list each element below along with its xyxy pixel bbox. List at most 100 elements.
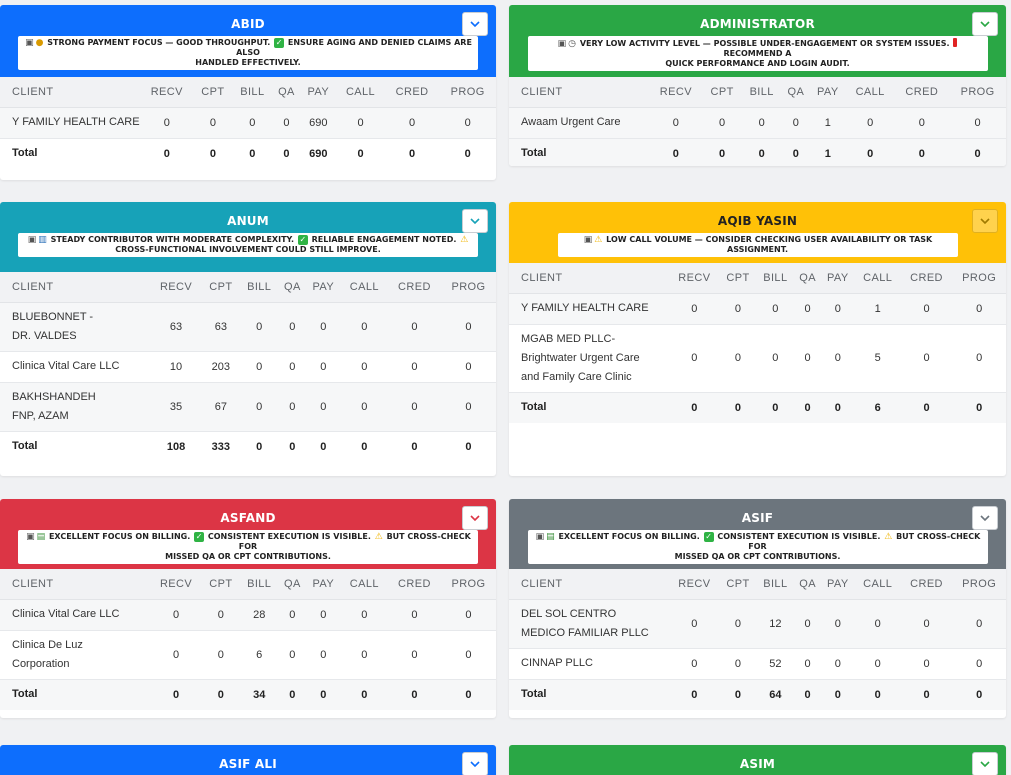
col-pay: PAY — [820, 569, 855, 600]
col-client: CLIENT — [509, 263, 669, 294]
check-icon: ✓ — [703, 532, 714, 542]
cell: 0 — [669, 648, 720, 680]
cell: 0 — [952, 599, 1006, 649]
warning-icon: ⚠ — [884, 532, 893, 542]
col-qa: QA — [794, 263, 821, 294]
col-call: CALL — [336, 77, 385, 108]
card-title: ASIM — [739, 757, 776, 771]
client-name: BAKHSHANDEH FNP, AZAM — [0, 382, 150, 432]
col-pay: PAY — [809, 77, 846, 108]
cell: 0 — [669, 324, 720, 393]
table-row: BLUEBONNET - DR. VALDES 63 63 0 0 0 0 0 … — [0, 302, 496, 352]
collapse-toggle-button[interactable] — [462, 752, 488, 775]
col-cred: CRED — [387, 569, 441, 600]
client-name: BLUEBONNET - DR. VALDES — [0, 302, 150, 352]
cell: 0 — [465, 440, 472, 453]
cell: 64 — [756, 679, 795, 710]
table-row: Clinica Vital Care LLC 0 0 28 0 0 0 0 0 — [0, 599, 496, 631]
cell: 0 — [278, 302, 306, 352]
cell: 333 — [211, 440, 231, 453]
cell: 0 — [278, 382, 306, 432]
note-text: CROSS-FUNCTIONAL INVOLVEMENT COULD STILL… — [115, 245, 381, 254]
col-bill: BILL — [741, 77, 782, 108]
cell: 0 — [440, 630, 496, 680]
cell: 0 — [289, 440, 296, 453]
card-header: AQIB YASIN ▣ ⚠ LOW CALL VOLUME — CONSIDER… — [509, 202, 1006, 263]
col-cred: CRED — [894, 77, 950, 108]
col-recv: RECV — [150, 569, 203, 600]
cell: 0 — [952, 324, 1006, 393]
collapse-toggle-button[interactable] — [972, 12, 998, 36]
check-icon: ✓ — [274, 38, 285, 48]
cell: 0 — [820, 648, 855, 680]
user-card-asfand: ASFAND ▣ ▤ EXCELLENT FOCUS ON BILLING. ✓ … — [0, 499, 496, 718]
card-title: ABID — [231, 17, 265, 31]
cell: 0 — [781, 107, 810, 139]
collapse-toggle-button[interactable] — [462, 12, 488, 36]
bar-chart-icon: ▥ — [38, 235, 47, 245]
cell: 108 — [166, 440, 186, 453]
cell: 63 — [202, 302, 240, 352]
table-row: Y FAMILY HEALTH CARE 0 0 0 0 690 0 0 0 — [0, 107, 496, 139]
cell: 0 — [741, 138, 782, 166]
cell: 0 — [283, 147, 290, 160]
total-row: Total 0 0 0 0 1 0 0 0 — [509, 138, 1006, 166]
cell: 0 — [140, 107, 194, 139]
cell: 0 — [209, 147, 216, 160]
client-name: DEL SOL CENTRO MEDICO FAMILIAR PLLC — [509, 599, 669, 649]
cell: 0 — [387, 679, 441, 710]
chevron-down-icon — [470, 761, 480, 768]
col-cpt: CPT — [202, 272, 240, 303]
collapse-toggle-button[interactable] — [462, 209, 488, 233]
cell: 0 — [794, 293, 821, 325]
cell: 6 — [854, 392, 901, 423]
note-text: HANDLED EFFECTIVELY. — [195, 58, 301, 67]
client-table: CLIENT RECV CPT BILL QA PAY CALL CRED PR… — [509, 77, 1006, 166]
note-text: VERY LOW ACTIVITY LEVEL — POSSIBLE UNDER… — [579, 39, 950, 48]
col-client: CLIENT — [509, 569, 669, 600]
cell: 0 — [900, 599, 953, 649]
cell: 0 — [820, 324, 855, 393]
collapse-toggle-button[interactable] — [972, 506, 998, 530]
col-qa: QA — [278, 569, 306, 600]
cell: 0 — [794, 599, 821, 649]
cell: 0 — [464, 147, 471, 160]
cell: 0 — [340, 351, 388, 383]
card-header: ASIF ▣ ▤ EXCELLENT FOCUS ON BILLING. ✓ CO… — [509, 499, 1006, 569]
cell: 0 — [163, 147, 170, 160]
card-header: ADMINISTRATOR ▣ ◷ VERY LOW ACTIVITY LEVEL… — [509, 5, 1006, 77]
cell: 0 — [202, 679, 240, 710]
col-call: CALL — [845, 77, 895, 108]
cell: 0 — [340, 630, 388, 680]
cell: 0 — [440, 302, 496, 352]
collapse-toggle-button[interactable] — [972, 209, 998, 233]
client-name: MGAB MED PLLC-Brightwater Urgent Care an… — [509, 324, 669, 393]
cell: 0 — [820, 679, 855, 710]
client-table: CLIENT RECV CPT BILL QA PAY CALL CRED PR… — [0, 77, 496, 169]
collapse-toggle-button[interactable] — [972, 752, 998, 775]
col-client: CLIENT — [0, 569, 150, 600]
check-icon: ✓ — [194, 532, 205, 542]
collapse-toggle-button[interactable] — [462, 506, 488, 530]
cell: 0 — [669, 599, 720, 649]
col-prog: PROG — [440, 272, 496, 303]
col-cred: CRED — [900, 263, 953, 294]
client-name: Clinica Vital Care LLC — [0, 351, 150, 383]
col-cred: CRED — [384, 77, 440, 108]
cell: 0 — [239, 351, 279, 383]
cell: 0 — [719, 599, 757, 649]
col-cpt: CPT — [702, 77, 742, 108]
money-icon: ▤ — [36, 532, 46, 542]
cell: 0 — [232, 107, 273, 139]
cell: 0 — [702, 138, 742, 166]
table-row: Awaam Urgent Care 0 0 0 0 1 0 0 0 — [509, 107, 1006, 139]
cell: 0 — [305, 630, 341, 680]
cell: 0 — [719, 648, 757, 680]
note-text: ENSURE AGING AND DENIED CLAIMS ARE ALSO — [236, 38, 472, 57]
card-title: ADMINISTRATOR — [700, 17, 815, 31]
warning-icon: ⚠ — [594, 235, 603, 245]
card-title: ANUM — [227, 214, 269, 228]
robot-icon: ▣ — [557, 39, 567, 49]
card-header: ASIM — [509, 745, 1006, 775]
cell: 10 — [150, 351, 203, 383]
